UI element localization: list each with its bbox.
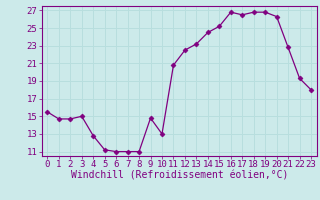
X-axis label: Windchill (Refroidissement éolien,°C): Windchill (Refroidissement éolien,°C) [70, 171, 288, 181]
